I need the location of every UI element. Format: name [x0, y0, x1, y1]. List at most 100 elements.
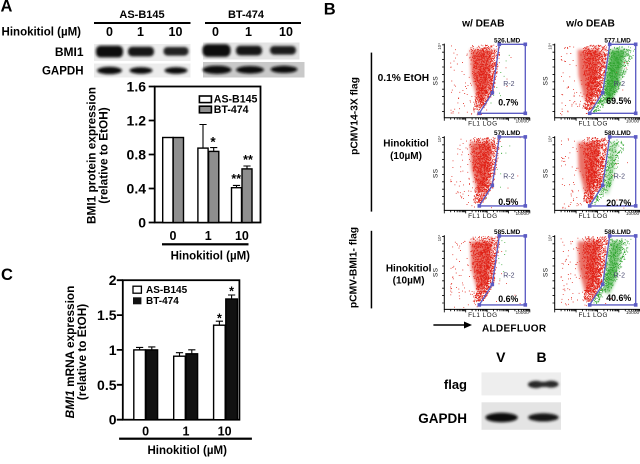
svg-text:104: 104 — [548, 43, 553, 50]
svg-text:577.LMD: 577.LMD — [604, 37, 631, 44]
svg-text:10000: 10000 — [515, 119, 529, 125]
svg-text:**: ** — [243, 153, 253, 167]
svg-text:0.6%: 0.6% — [498, 294, 518, 304]
svg-text:20.7%: 20.7% — [606, 198, 631, 208]
svg-text:0: 0 — [170, 229, 177, 243]
svg-text:Hinokitiol: Hinokitiol — [383, 139, 429, 150]
svg-text:104: 104 — [548, 235, 553, 242]
svg-text:*: * — [210, 135, 216, 150]
svg-text:BT-474: BT-474 — [146, 296, 179, 307]
svg-text:1: 1 — [245, 25, 252, 39]
svg-text:69.5%: 69.5% — [606, 96, 631, 106]
svg-text:R-2: R-2 — [503, 272, 514, 279]
svg-text:104: 104 — [548, 136, 553, 143]
svg-text:0.5: 0.5 — [97, 377, 117, 393]
svg-text:R-2: R-2 — [503, 173, 514, 180]
svg-text:1: 1 — [183, 425, 190, 439]
svg-text:A: A — [1, 0, 13, 16]
svg-text:R-2: R-2 — [614, 81, 625, 88]
svg-text:(10µM): (10µM) — [390, 151, 422, 162]
svg-text:10: 10 — [235, 229, 249, 243]
svg-text:ALDEFLUOR: ALDEFLUOR — [482, 324, 547, 335]
svg-text:FL1 LOG: FL1 LOG — [468, 120, 497, 127]
svg-text:0.7%: 0.7% — [498, 97, 518, 107]
svg-text:104: 104 — [437, 136, 442, 143]
svg-text:GAPDH: GAPDH — [418, 411, 467, 426]
svg-text:R-2: R-2 — [614, 173, 625, 180]
svg-text:Hinokitiol: Hinokitiol — [386, 264, 432, 275]
svg-text:Hinokitiol (µM): Hinokitiol (µM) — [2, 27, 82, 39]
svg-text:pCMV14-3X flag: pCMV14-3X flag — [349, 77, 360, 155]
svg-text:SS: SS — [543, 168, 550, 178]
svg-text:Hinokitiol (µM): Hinokitiol (µM) — [171, 251, 251, 263]
svg-text:579.LMD: 579.LMD — [494, 130, 521, 137]
svg-text:526.LMD: 526.LMD — [494, 37, 521, 44]
svg-text:BMI1 protein expression: BMI1 protein expression — [85, 87, 99, 224]
svg-text:FL1 LOG: FL1 LOG — [578, 120, 607, 127]
svg-text:10: 10 — [218, 425, 232, 439]
svg-text:1.6: 1.6 — [127, 79, 147, 95]
svg-text:10000: 10000 — [626, 119, 640, 125]
svg-text:R-2: R-2 — [503, 81, 514, 88]
svg-text:FL1 LOG: FL1 LOG — [578, 312, 607, 319]
svg-text:SS: SS — [432, 76, 439, 86]
svg-text:10: 10 — [169, 25, 183, 39]
svg-text:SS: SS — [432, 267, 439, 277]
svg-text:104: 104 — [437, 235, 442, 242]
svg-text:w/o DEAB: w/o DEAB — [565, 18, 615, 29]
svg-text:(relative to EtOH): (relative to EtOH) — [75, 304, 89, 400]
svg-text:C: C — [1, 266, 13, 284]
svg-text:0: 0 — [212, 25, 219, 39]
svg-text:2: 2 — [109, 272, 117, 288]
svg-text:**: ** — [231, 172, 241, 186]
svg-text:580.LMD: 580.LMD — [604, 130, 631, 137]
svg-text:R-2: R-2 — [614, 272, 625, 279]
svg-text:10000: 10000 — [626, 310, 640, 316]
svg-text:0.5%: 0.5% — [498, 197, 518, 207]
svg-text:1.2: 1.2 — [127, 113, 147, 129]
svg-text:0: 0 — [138, 215, 146, 231]
svg-text:BT-474: BT-474 — [228, 9, 265, 21]
svg-text:AS-B145: AS-B145 — [146, 285, 188, 296]
svg-text:(10µM): (10µM) — [393, 276, 425, 287]
svg-text:1: 1 — [109, 342, 117, 358]
svg-text:B: B — [536, 349, 546, 365]
svg-text:FL1 LOG: FL1 LOG — [578, 213, 607, 220]
svg-text:0: 0 — [109, 412, 117, 428]
svg-text:GAPDH: GAPDH — [42, 66, 84, 78]
svg-text:586.LMD: 586.LMD — [604, 229, 631, 236]
svg-text:0: 0 — [106, 25, 113, 39]
svg-text:BMI1: BMI1 — [55, 45, 84, 59]
svg-text:Hinokitiol (µM): Hinokitiol (µM) — [147, 445, 227, 457]
svg-text:FL1 LOG: FL1 LOG — [468, 312, 497, 319]
svg-text:SS: SS — [543, 267, 550, 277]
svg-text:10000: 10000 — [626, 211, 640, 217]
svg-text:V: V — [496, 349, 506, 365]
svg-text:AS-B145: AS-B145 — [214, 94, 258, 106]
svg-text:FL1 LOG: FL1 LOG — [468, 213, 497, 220]
svg-text:0.4: 0.4 — [127, 181, 147, 197]
svg-text:1.5: 1.5 — [97, 307, 117, 323]
svg-text:40.6%: 40.6% — [606, 293, 631, 303]
svg-text:*: * — [229, 285, 234, 299]
svg-text:AS-B145: AS-B145 — [119, 9, 164, 21]
svg-text:10000: 10000 — [515, 310, 529, 316]
svg-text:flag: flag — [444, 377, 467, 392]
svg-text:0: 0 — [142, 425, 149, 439]
svg-text:BMI1 mRNA expression: BMI1 mRNA expression — [63, 286, 77, 419]
svg-text:1: 1 — [205, 229, 212, 243]
svg-text:585.LMD: 585.LMD — [494, 229, 521, 236]
svg-text:*: * — [217, 312, 222, 326]
svg-text:pCMV-BMI1- flag: pCMV-BMI1- flag — [349, 227, 360, 308]
svg-text:1: 1 — [137, 25, 144, 39]
svg-text:10000: 10000 — [515, 211, 529, 217]
svg-text:0.1% EtOH: 0.1% EtOH — [378, 73, 430, 84]
svg-text:10: 10 — [279, 25, 293, 39]
svg-text:0.8: 0.8 — [127, 147, 147, 163]
svg-text:B: B — [324, 1, 336, 19]
svg-text:104: 104 — [437, 43, 442, 50]
svg-text:BT-474: BT-474 — [214, 104, 249, 116]
svg-text:w/ DEAB: w/ DEAB — [461, 18, 504, 29]
svg-text:(relative to EtOH): (relative to EtOH) — [96, 107, 110, 203]
svg-text:SS: SS — [543, 76, 550, 86]
